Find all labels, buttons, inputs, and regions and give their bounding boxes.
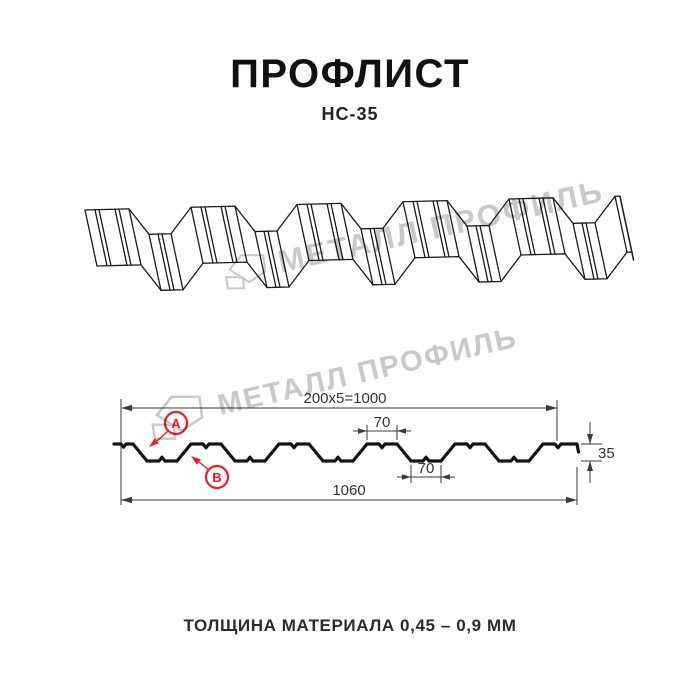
callout-a: А <box>149 410 189 447</box>
material-thickness-note: ТОЛЩИНА МАТЕРИАЛА 0,45 – 0,9 ММ <box>183 616 517 635</box>
product-model: НС-35 <box>321 104 379 124</box>
dim-total-label: 1060 <box>332 482 365 499</box>
dim-crest-label: 70 <box>374 414 391 431</box>
callout-b-badge <box>204 464 230 490</box>
callout-b: В <box>191 456 230 490</box>
profile-3d-view <box>84 195 635 291</box>
callout-b-letter: В <box>212 470 221 485</box>
dim-valley-label: 70 <box>418 460 435 477</box>
dim-height-label: 35 <box>598 445 615 462</box>
dim-top-label: 200x5=1000 <box>304 390 387 407</box>
cross-section-outline <box>112 442 581 463</box>
callout-a-letter: А <box>171 416 181 431</box>
profile-cross-section-view: 200x5=1000 70 70 35 1060 А В <box>112 390 615 505</box>
dimension-arrowheads <box>121 404 593 504</box>
page-title: ПРОФЛИСТ <box>230 52 470 96</box>
